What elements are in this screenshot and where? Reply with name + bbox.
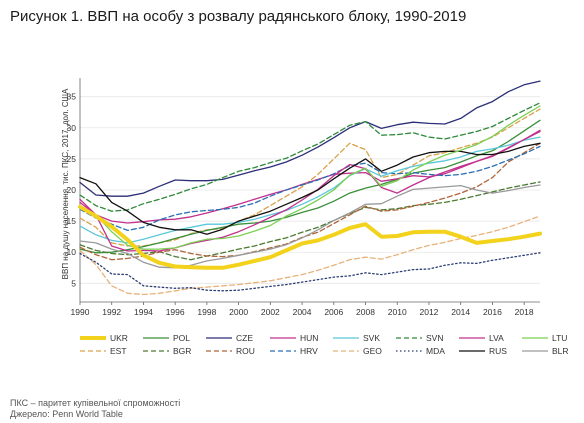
grid-lines bbox=[80, 96, 540, 284]
x-tick-label: 2004 bbox=[293, 307, 312, 317]
series-line-ltu bbox=[79, 105, 541, 250]
legend-label-svk: SVK bbox=[363, 333, 380, 343]
legend-label-pol: POL bbox=[173, 333, 190, 343]
x-tick-label: 2012 bbox=[420, 307, 439, 317]
series-line-rus bbox=[79, 142, 541, 235]
series-line-ukr bbox=[78, 204, 542, 270]
legend-label-hun: HUN bbox=[300, 333, 318, 343]
series-line-est bbox=[79, 108, 541, 247]
legend-label-svn: SVN bbox=[426, 333, 443, 343]
series-line-pol bbox=[79, 119, 541, 254]
x-tick-label: 2014 bbox=[451, 307, 470, 317]
legend-label-rus: RUS bbox=[489, 346, 507, 356]
y-tick-label: 15 bbox=[67, 216, 77, 226]
y-tick-label: 25 bbox=[67, 154, 77, 164]
x-tick-label: 1990 bbox=[71, 307, 90, 317]
series-line-lva bbox=[79, 130, 541, 252]
series-line-svk bbox=[79, 136, 541, 244]
legend-label-ukr: UKR bbox=[110, 333, 128, 343]
legend: UKR EST POL BGR CZE ROU HUN HRV SVK GEO SVN MDA LVA R… bbox=[80, 333, 569, 356]
y-tick-label: 35 bbox=[67, 92, 77, 102]
series-line-svn bbox=[79, 102, 541, 212]
x-tick-label: 2000 bbox=[229, 307, 248, 317]
legend-label-rou: ROU bbox=[236, 346, 255, 356]
y-tick-label: 5 bbox=[71, 278, 76, 288]
x-tick-label: 2018 bbox=[515, 307, 534, 317]
series-line-hun bbox=[79, 129, 541, 224]
legend-label-geo: GEO bbox=[363, 346, 382, 356]
chart-title: Рисунок 1. ВВП на особу з розвалу радянс… bbox=[10, 8, 467, 25]
series-line-blr bbox=[79, 184, 541, 269]
series-line-hrv bbox=[79, 145, 541, 232]
footnote-source: Джерело: Penn World Table bbox=[10, 409, 123, 419]
x-tick-label: 2010 bbox=[388, 307, 407, 317]
x-tick-label: 2006 bbox=[324, 307, 343, 317]
legend-label-lva: LVA bbox=[489, 333, 504, 343]
legend-label-ltu: LTU bbox=[552, 333, 567, 343]
series-line-cze bbox=[79, 80, 541, 197]
series-line-mda bbox=[79, 252, 541, 292]
legend-label-est: EST bbox=[110, 346, 127, 356]
y-tick-label: 30 bbox=[67, 123, 77, 133]
y-tick-label: 10 bbox=[67, 247, 77, 257]
x-tick-label: 1996 bbox=[166, 307, 185, 317]
footnote-ppp: ПКС – паритет купівельної спроможності bbox=[10, 398, 181, 408]
legend-label-hrv: HRV bbox=[300, 346, 318, 356]
legend-label-bgr: BGR bbox=[173, 346, 191, 356]
axes: 5 10 15 20 25 30 35 1990 1992 1994 1996 1998 2000 200… bbox=[61, 78, 540, 317]
y-axis-label: ВВП на душу населення, тис. ПКС, 2017, д… bbox=[61, 88, 70, 279]
x-tick-label: 2016 bbox=[483, 307, 502, 317]
series-line-geo bbox=[79, 215, 541, 296]
y-tick-label: 20 bbox=[67, 185, 77, 195]
legend-label-mda: MDA bbox=[426, 346, 445, 356]
legend-label-blr: BLR bbox=[552, 346, 569, 356]
x-tick-label: 2008 bbox=[356, 307, 375, 317]
series-line-bgr bbox=[79, 181, 541, 261]
legend-label-cze: CZE bbox=[236, 333, 253, 343]
x-tick-label: 1994 bbox=[134, 307, 153, 317]
x-tick-label: 1998 bbox=[197, 307, 216, 317]
x-tick-label: 2002 bbox=[261, 307, 280, 317]
series-lines bbox=[78, 80, 542, 296]
x-tick-label: 1992 bbox=[102, 307, 121, 317]
series-line-rou bbox=[79, 142, 541, 261]
